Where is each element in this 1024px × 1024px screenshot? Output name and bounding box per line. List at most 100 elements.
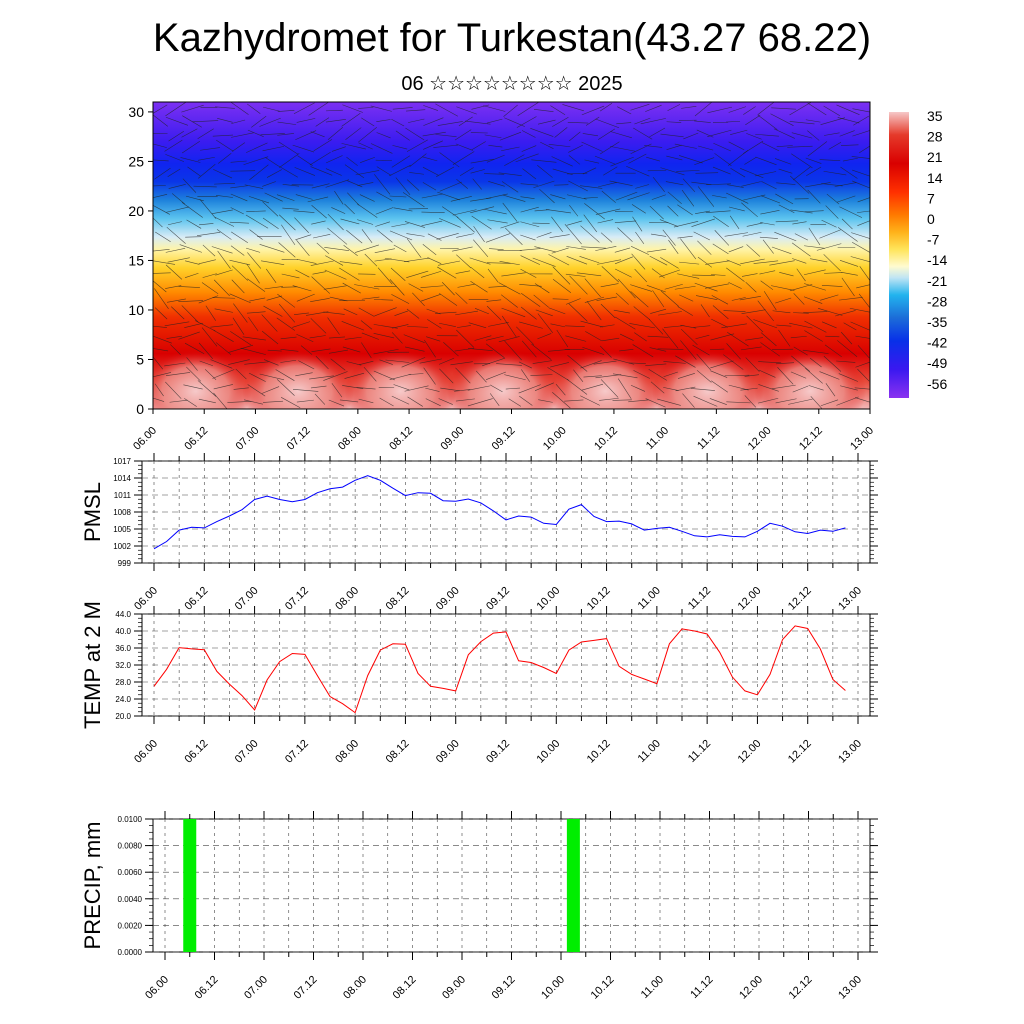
x-tick-label: 09.12 [490, 974, 518, 1002]
wind-stroke [746, 222, 763, 227]
wind-stroke [545, 209, 572, 214]
wind-stroke [452, 246, 473, 252]
wind-stroke [456, 106, 477, 115]
colorbar-label: -35 [927, 314, 947, 330]
wind-stroke [328, 349, 349, 354]
wind-stroke [789, 322, 813, 329]
wind-stroke [364, 253, 378, 267]
wind-stroke [613, 358, 635, 365]
wind-stroke [186, 366, 202, 382]
wind-stroke [809, 357, 822, 368]
wind-stroke [165, 264, 183, 280]
wind-stroke [519, 395, 533, 406]
wind-stroke [793, 346, 808, 356]
wind-stroke [721, 323, 747, 329]
wind-stroke [473, 239, 489, 257]
wind-stroke [266, 295, 283, 301]
wind-stroke [167, 257, 190, 263]
wind-stroke [422, 166, 439, 176]
wind-stroke [533, 108, 554, 112]
wind-stroke [695, 210, 711, 214]
wind-stroke [805, 157, 822, 164]
wind-stroke [580, 185, 603, 189]
wind-stroke [292, 321, 311, 328]
wind-stroke [679, 294, 694, 302]
x-tick-label: 09.12 [484, 585, 512, 613]
wind-stroke [390, 267, 406, 281]
wind-stroke [741, 309, 766, 314]
x-tick-label: 10.12 [592, 425, 620, 453]
wind-stroke [676, 170, 700, 172]
wind-stroke [597, 219, 614, 224]
wind-stroke [838, 373, 858, 382]
wind-stroke [228, 359, 250, 365]
wind-stroke [615, 316, 636, 330]
wind-stroke [760, 222, 775, 226]
wind-stroke [520, 234, 536, 241]
x-tick-label: 06.12 [182, 738, 210, 766]
wind-stroke [502, 202, 518, 222]
y-tick-label: 1017 [113, 457, 131, 466]
wind-stroke [630, 246, 649, 255]
wind-stroke [712, 195, 727, 199]
wind-stroke [456, 216, 475, 233]
wind-stroke [569, 131, 581, 142]
wind-stroke [582, 167, 597, 175]
wind-stroke [244, 361, 269, 365]
wind-stroke [696, 353, 711, 371]
wind-stroke [199, 198, 217, 219]
x-tick-label: 13.00 [836, 738, 864, 766]
heatmap-y-axis: 0 5 10 15 20 25 30 [128, 104, 153, 417]
wind-stroke [613, 309, 630, 314]
wind-stroke [775, 193, 794, 205]
wind-stroke [858, 293, 870, 308]
wind-stroke [859, 266, 870, 281]
wind-stroke [666, 144, 682, 150]
wind-stroke [555, 384, 566, 396]
wind-stroke [153, 348, 169, 352]
wind-stroke [840, 144, 859, 146]
wind-stroke [633, 306, 651, 320]
wind-stroke [425, 387, 440, 392]
wind-stroke [394, 310, 409, 316]
wind-stroke [790, 209, 813, 214]
wind-stroke [666, 121, 682, 123]
wind-stroke [740, 387, 758, 391]
wind-stroke [262, 146, 285, 152]
wind-stroke [569, 205, 579, 217]
wind-stroke [533, 294, 549, 308]
wind-stroke [668, 239, 679, 254]
wind-stroke [403, 334, 425, 343]
y-tick-label: 0.0080 [118, 842, 143, 851]
wind-stroke [181, 305, 199, 323]
wind-stroke [215, 195, 233, 198]
wind-stroke [470, 206, 495, 214]
wind-stroke [834, 182, 857, 187]
wind-stroke [355, 170, 380, 176]
wind-stroke [181, 140, 200, 154]
wind-stroke [264, 192, 283, 202]
wind-stroke [852, 130, 870, 137]
wind-stroke [216, 139, 234, 152]
wind-stroke [564, 224, 582, 245]
wind-stroke [789, 102, 812, 116]
wind-stroke [551, 247, 569, 254]
wind-stroke [486, 305, 502, 321]
wind-stroke [213, 392, 228, 409]
wind-stroke [807, 141, 828, 157]
wind-stroke [740, 258, 765, 265]
wind-stroke [741, 202, 758, 218]
wind-stroke [677, 235, 693, 239]
wind-stroke [408, 283, 424, 292]
wind-stroke [504, 374, 526, 381]
chart-subtitle: 06 ☆☆☆☆☆☆☆☆ 2025 [401, 73, 623, 95]
wind-stroke [153, 143, 167, 148]
wind-stroke [520, 206, 539, 213]
wind-stroke [278, 141, 299, 155]
wind-stroke [585, 116, 600, 126]
x-tick-label: 12.00 [736, 585, 764, 613]
wind-stroke [454, 389, 471, 392]
wind-stroke [840, 166, 858, 179]
precip-panel: 0.0000 0.0020 0.0040 0.0060 0.0080 0.0100 06.0… [80, 811, 878, 1002]
wind-stroke [550, 362, 569, 368]
